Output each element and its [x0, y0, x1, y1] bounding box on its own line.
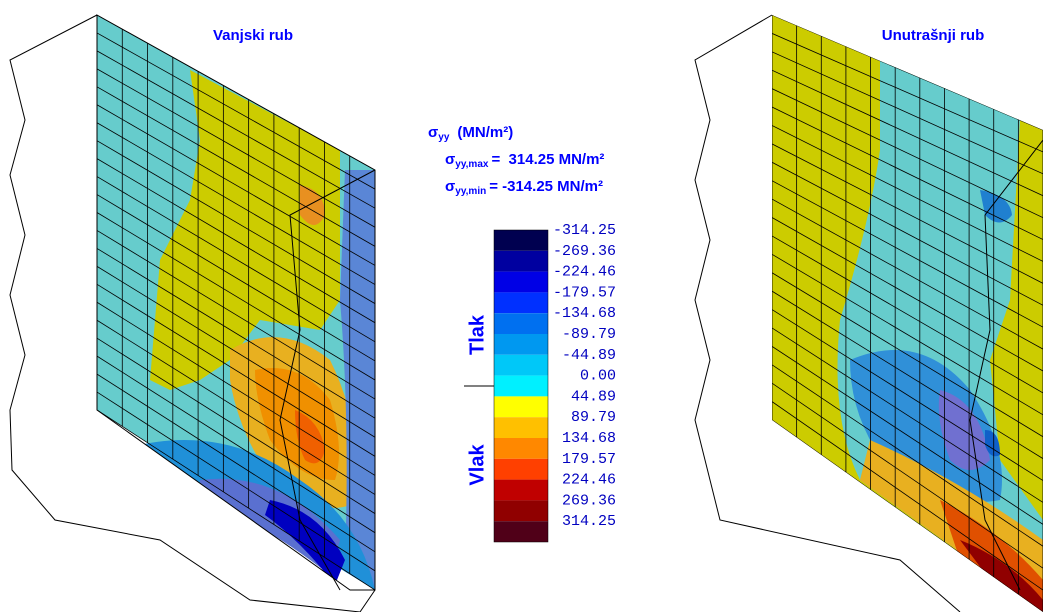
- value: = -314.25 MN/m²: [489, 178, 603, 195]
- symbol: σ: [445, 151, 455, 168]
- face-outline: [96, 14, 376, 591]
- mesh-left: [97, 15, 375, 590]
- section-line: [279, 169, 376, 591]
- mesh-line: [97, 32, 375, 190]
- mesh-line: [772, 382, 1043, 569]
- symbol: σ: [445, 178, 455, 195]
- compression-label: Tlak: [466, 314, 488, 355]
- legend-label: 179.57: [562, 451, 616, 468]
- legend-label: -269.36: [553, 243, 616, 260]
- mesh-line: [97, 122, 375, 285]
- mesh-line: [772, 401, 1043, 591]
- legend-swatch: [494, 334, 548, 355]
- section-line: [969, 139, 1043, 591]
- mesh-line: [772, 253, 1043, 416]
- legend-label: 0.00: [580, 368, 616, 385]
- legend-swatch: [494, 458, 548, 480]
- subscript: yy: [438, 132, 450, 143]
- legend-label: 224.46: [562, 472, 616, 489]
- mesh-line: [97, 391, 375, 572]
- legend-label: 44.89: [571, 388, 616, 405]
- value: = 314.25 MN/m²: [491, 151, 604, 168]
- mesh-line: [772, 272, 1043, 438]
- mesh-line: [97, 68, 375, 228]
- mesh-line: [772, 235, 1043, 394]
- legend-label: -314.25: [553, 222, 616, 239]
- mesh-line: [772, 69, 1043, 197]
- mesh-line: [97, 230, 375, 400]
- mesh-line: [97, 355, 375, 534]
- legend-swatch: [494, 271, 548, 293]
- legend-label: -179.57: [553, 284, 616, 301]
- mesh-line: [97, 194, 375, 362]
- mesh-line: [97, 266, 375, 438]
- legend-label: -224.46: [553, 264, 616, 281]
- mesh-line: [772, 88, 1043, 218]
- mesh-line: [772, 51, 1043, 175]
- symbol: σ: [428, 124, 438, 141]
- mesh-line: [772, 33, 1043, 153]
- mesh-line: [97, 373, 375, 553]
- mesh-line: [772, 327, 1043, 503]
- mesh-line: [772, 346, 1043, 525]
- legend-header: σyy (MN/m²): [428, 124, 513, 143]
- mesh-line: [97, 140, 375, 304]
- mesh-line: [772, 106, 1043, 240]
- subscript: yy,min: [455, 186, 486, 197]
- mesh-line: [97, 176, 375, 343]
- mesh-line: [772, 217, 1043, 372]
- legend-label: 134.68: [562, 430, 616, 447]
- mesh-line: [772, 364, 1043, 547]
- legend-swatch: [494, 500, 548, 522]
- mesh-line: [97, 319, 375, 495]
- legend-swatch: [494, 292, 548, 314]
- mesh-line: [97, 86, 375, 247]
- panel-title: Vanjski rub: [213, 27, 293, 44]
- legend-swatch: [494, 521, 548, 542]
- legend-swatch: [494, 313, 548, 334]
- legend-label: 89.79: [571, 409, 616, 426]
- mesh-line: [772, 161, 1043, 306]
- mesh-line: [97, 409, 375, 590]
- mesh-line: [772, 290, 1043, 459]
- legend-swatch: [494, 375, 548, 397]
- mesh-line: [97, 212, 375, 381]
- unit: (MN/m²): [457, 124, 513, 141]
- legend-max: σyy,max = 314.25 MN/m²: [445, 151, 604, 170]
- mesh-line: [772, 125, 1043, 262]
- legend-swatch: [494, 479, 548, 501]
- legend-swatch: [494, 250, 548, 272]
- mesh-line: [97, 301, 375, 476]
- legend-label: 269.36: [562, 492, 616, 509]
- legend: -314.25 -269.36 -224.46 -179.57 -134.68 -89.7…: [493, 222, 616, 543]
- mesh-line: [772, 198, 1043, 350]
- mesh-right: [772, 15, 1043, 612]
- subscript: yy,max: [455, 159, 489, 170]
- legend-label: -89.79: [562, 326, 616, 343]
- tension-label: Vlak: [466, 444, 488, 486]
- legend-swatch: [494, 230, 548, 251]
- mesh-line: [772, 309, 1043, 481]
- mesh-line: [97, 158, 375, 324]
- legend-min: σyy,min = -314.25 MN/m²: [445, 178, 603, 197]
- legend-swatch: [494, 417, 548, 438]
- legend-label: 314.25: [562, 513, 616, 530]
- mesh-line: [97, 248, 375, 419]
- legend-swatch: [494, 354, 548, 376]
- mesh-line: [772, 143, 1043, 284]
- mesh-line: [97, 283, 375, 457]
- panel-title: Unutrašnji rub: [882, 27, 985, 44]
- legend-label: -134.68: [553, 305, 616, 322]
- mesh-line: [97, 50, 375, 209]
- mesh-line: [97, 337, 375, 514]
- mesh-line: [97, 104, 375, 266]
- legend-swatch: [494, 438, 548, 459]
- legend-label: -44.89: [562, 347, 616, 364]
- legend-swatch: [494, 396, 548, 418]
- mesh-line: [772, 180, 1043, 328]
